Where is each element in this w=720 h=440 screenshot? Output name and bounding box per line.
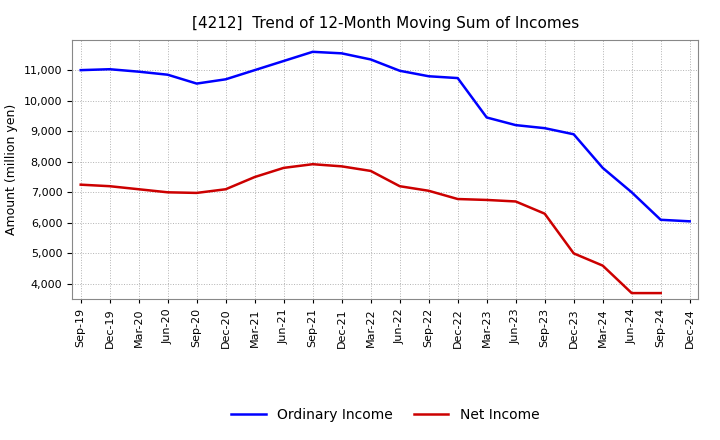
- Ordinary Income: [251, 67, 259, 73]
- Ordinary Income: [482, 115, 491, 120]
- Ordinary Income: [395, 68, 404, 73]
- Ordinary Income: [657, 217, 665, 223]
- Net Income: [395, 183, 404, 189]
- Ordinary Income: [308, 49, 317, 55]
- Net Income: [279, 165, 288, 171]
- Ordinary Income: [627, 190, 636, 195]
- Net Income: [105, 183, 114, 189]
- Ordinary Income: [221, 77, 230, 82]
- Ordinary Income: [105, 66, 114, 72]
- Ordinary Income: [570, 132, 578, 137]
- Net Income: [482, 197, 491, 202]
- Line: Ordinary Income: Ordinary Income: [81, 52, 690, 221]
- Title: [4212]  Trend of 12-Month Moving Sum of Incomes: [4212] Trend of 12-Month Moving Sum of I…: [192, 16, 579, 32]
- Ordinary Income: [511, 122, 520, 128]
- Ordinary Income: [135, 69, 143, 74]
- Net Income: [541, 211, 549, 216]
- Ordinary Income: [454, 75, 462, 81]
- Legend: Ordinary Income, Net Income: Ordinary Income, Net Income: [225, 402, 545, 427]
- Ordinary Income: [279, 59, 288, 64]
- Net Income: [657, 290, 665, 296]
- Net Income: [163, 190, 172, 195]
- Ordinary Income: [424, 73, 433, 79]
- Ordinary Income: [338, 51, 346, 56]
- Ordinary Income: [76, 67, 85, 73]
- Net Income: [570, 251, 578, 256]
- Ordinary Income: [366, 57, 375, 62]
- Net Income: [338, 164, 346, 169]
- Ordinary Income: [541, 125, 549, 131]
- Net Income: [627, 290, 636, 296]
- Ordinary Income: [598, 165, 607, 171]
- Net Income: [598, 263, 607, 268]
- Net Income: [424, 188, 433, 194]
- Net Income: [366, 168, 375, 173]
- Ordinary Income: [685, 219, 694, 224]
- Net Income: [192, 190, 201, 195]
- Net Income: [454, 196, 462, 202]
- Net Income: [511, 199, 520, 204]
- Net Income: [308, 161, 317, 167]
- Line: Net Income: Net Income: [81, 164, 661, 293]
- Net Income: [135, 187, 143, 192]
- Net Income: [76, 182, 85, 187]
- Ordinary Income: [163, 72, 172, 77]
- Net Income: [251, 174, 259, 180]
- Y-axis label: Amount (million yen): Amount (million yen): [5, 104, 18, 235]
- Ordinary Income: [192, 81, 201, 86]
- Net Income: [221, 187, 230, 192]
